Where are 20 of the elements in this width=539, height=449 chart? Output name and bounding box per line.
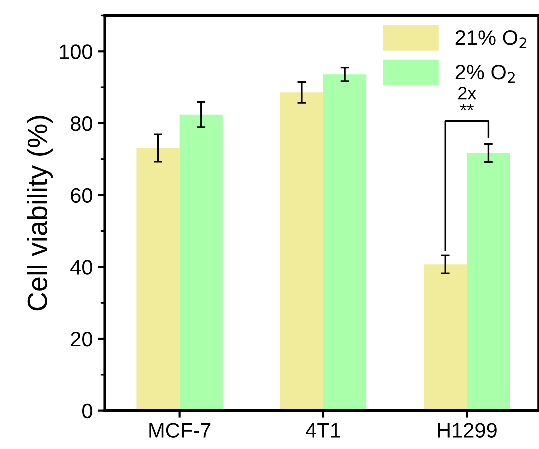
bar: [323, 74, 367, 411]
bar: [136, 148, 180, 411]
bar: [180, 114, 223, 411]
x-tick-label: 4T1: [306, 423, 340, 438]
y-tick-label: 100: [60, 44, 92, 60]
x-tick-label: MCF-7: [150, 423, 211, 438]
bar: [467, 153, 510, 411]
bar: [280, 92, 324, 411]
y-tick-label: 80: [71, 116, 92, 132]
x-tick-label: H1299: [438, 423, 497, 438]
y-axis-title: Cell viability (%): [27, 116, 53, 311]
y-tick-label: 40: [70, 260, 92, 275]
annotation: **: [460, 104, 474, 110]
bar: [424, 264, 468, 411]
legend-label: 2% O$_{2}$: [456, 64, 515, 83]
y-tick-label: 20: [71, 332, 92, 347]
y-tick-label: 0: [82, 404, 92, 419]
annotation: 2x: [458, 87, 477, 100]
legend-label: 21% O$_{2}$: [456, 30, 527, 48]
y-tick-label: 60: [71, 188, 92, 204]
